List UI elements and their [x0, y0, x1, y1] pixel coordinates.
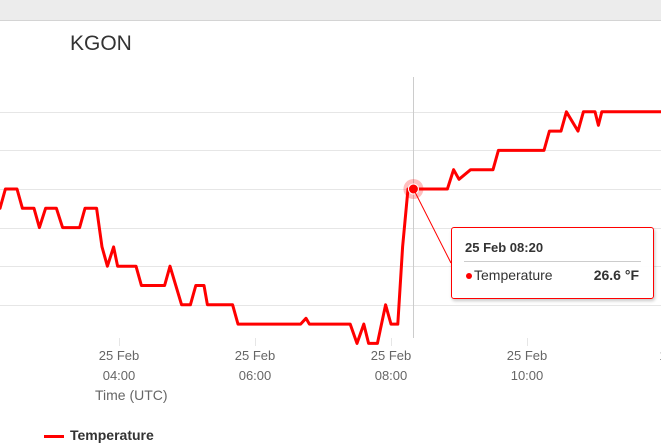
- tooltip-series-marker-icon: [466, 273, 472, 279]
- x-tick-label-3: 25 Feb 08:00: [351, 346, 431, 386]
- series-layer: [0, 110, 661, 345]
- x-tick-label-4: 25 Feb 10:00: [487, 346, 567, 386]
- tooltip-connector: [412, 188, 452, 264]
- x-tick-label-1: 25 Feb 04:00: [79, 346, 159, 386]
- x-tick-label-2: 25 Feb 06:00: [215, 346, 295, 386]
- x-tick-time: 10:00: [510, 368, 544, 383]
- chart-tooltip: 25 Feb 08:20 Temperature 26.6 °F: [451, 227, 654, 299]
- hover-layer: [403, 179, 452, 264]
- tooltip-header: 25 Feb 08:20: [465, 240, 544, 255]
- grid-layer: [0, 112, 661, 346]
- x-tick-date: 0: [0, 346, 23, 366]
- x-tick-time: 04:00: [102, 368, 136, 383]
- x-tick-label-5: 1: [623, 346, 661, 366]
- tooltip-value: 26.6 °F: [593, 267, 639, 283]
- x-tick-date: 25 Feb: [234, 348, 276, 363]
- legend-swatch: [44, 435, 64, 438]
- tooltip-series-name: Temperature: [474, 267, 553, 283]
- series-line-0: [0, 110, 661, 345]
- x-axis-title: Time (UTC): [95, 387, 168, 403]
- tooltip-divider: [464, 261, 641, 262]
- x-tick-date: 25 Feb: [370, 348, 412, 363]
- x-tick-date: 25 Feb: [98, 348, 140, 363]
- x-tick-date: 25 Feb: [506, 348, 548, 363]
- x-tick-time: 06:00: [238, 368, 272, 383]
- x-tick-date: 1: [623, 346, 661, 366]
- legend-label: Temperature: [70, 427, 154, 443]
- x-tick-time: 08:00: [374, 368, 408, 383]
- browser-top-bar: [0, 0, 661, 21]
- x-tick-label-0: 0: [0, 346, 23, 366]
- chart-title: KGON: [70, 32, 132, 55]
